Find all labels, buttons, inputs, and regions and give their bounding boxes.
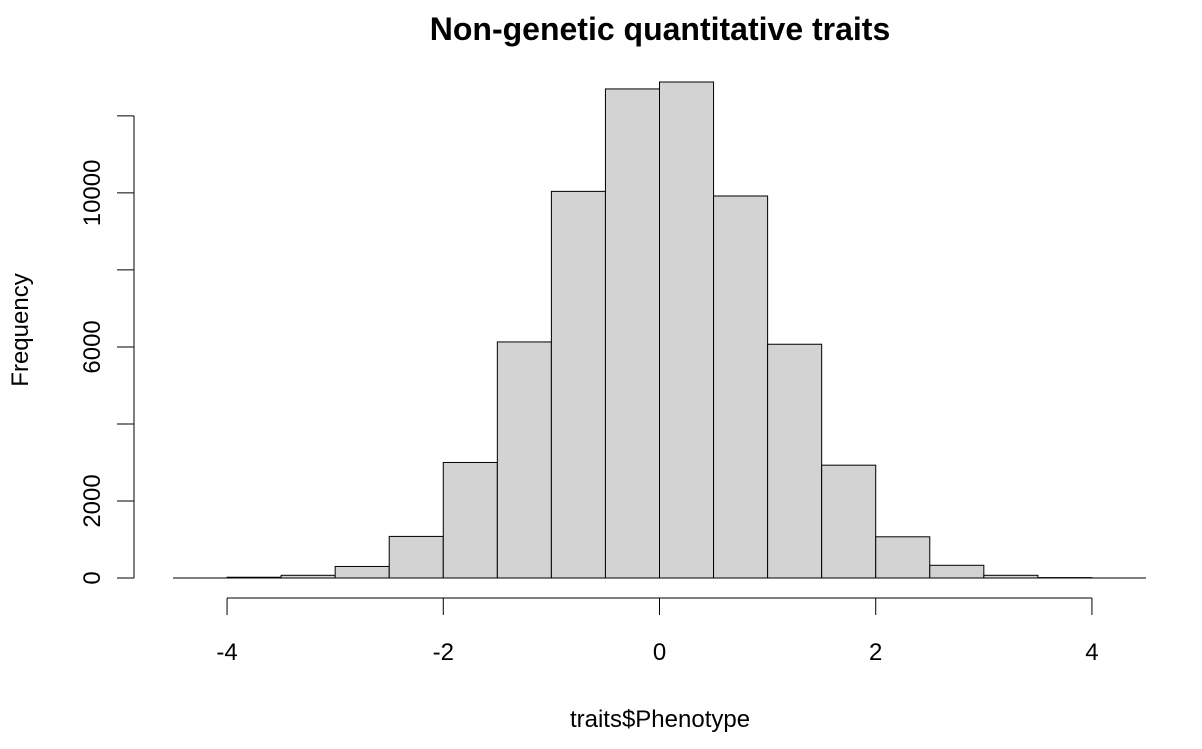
- histogram-bars: [173, 81, 1146, 579]
- y-axis: 0 2000 6000 10000: [79, 115, 135, 585]
- y-tick-label: 0: [79, 571, 106, 584]
- histogram-bar: [929, 564, 985, 579]
- x-tick-label: 0: [653, 639, 666, 666]
- histogram-bar: [442, 461, 498, 579]
- x-tick-label: -2: [433, 639, 454, 666]
- x-axis-label: traits$Phenotype: [570, 706, 750, 733]
- histogram-bar: [604, 88, 661, 579]
- histogram-bar: [713, 195, 769, 579]
- y-tick-label: 10000: [79, 160, 106, 227]
- y-tick-label: 6000: [79, 320, 106, 373]
- x-tick-label: 2: [869, 639, 882, 666]
- histogram-bar: [767, 343, 823, 579]
- histogram-bar: [659, 81, 715, 579]
- histogram-bar: [821, 464, 877, 579]
- histogram-bar: [334, 565, 390, 579]
- histogram-bar: [550, 190, 606, 579]
- chart-title: Non-genetic quantitative traits: [430, 11, 891, 47]
- x-tick-label: -4: [216, 639, 237, 666]
- x-tick-label: 4: [1085, 639, 1098, 666]
- x-axis: -4 -2 0 2 4: [216, 597, 1099, 666]
- histogram-bar: [388, 535, 444, 579]
- histogram-bar: [875, 536, 931, 579]
- histogram-bar: [496, 341, 552, 579]
- y-axis-label: Frequency: [7, 273, 34, 386]
- y-tick-label: 2000: [79, 474, 106, 527]
